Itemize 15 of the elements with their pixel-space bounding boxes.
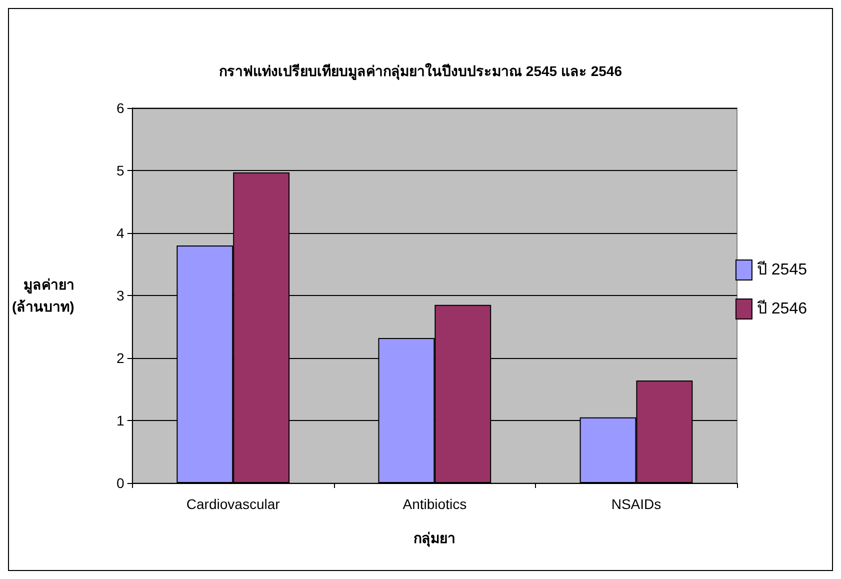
y-tick-label: 2 — [116, 350, 125, 366]
y-tick-label: 5 — [116, 162, 125, 178]
legend-label: ปี 2546 — [756, 300, 808, 318]
chart-title: กราฟแท่งเปรียบเทียบมูลค่ากลุ่มยาในปีงบประมาณ 2545 และ 2546 — [219, 62, 622, 80]
x-tick-label: Cardiovascular — [186, 496, 280, 512]
x-tick-label: Antibiotics — [402, 496, 467, 512]
x-axis-title: กลุ่มยา — [414, 530, 456, 547]
legend-label: ปี 2545 — [756, 260, 808, 278]
y-tick-label: 3 — [116, 288, 125, 304]
y-tick-label: 4 — [116, 225, 125, 241]
y-axis-title: มูลค่ายา (ล้านบาท) — [12, 276, 74, 314]
y-tick-label: 1 — [116, 412, 125, 428]
x-tick-label: NSAIDs — [611, 496, 662, 512]
y-tick-label: 6 — [116, 100, 125, 116]
y-tick-label: 0 — [116, 475, 125, 491]
